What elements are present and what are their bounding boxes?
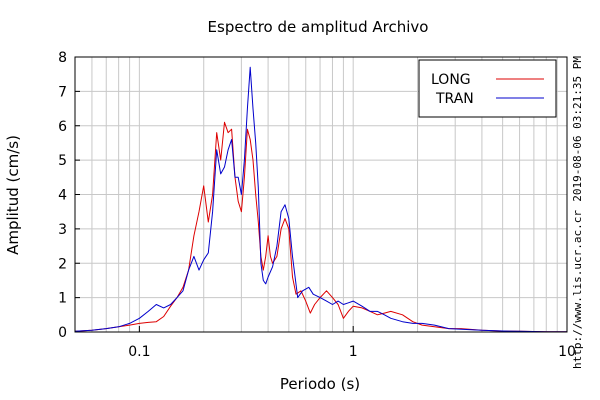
plot-series — [74, 66, 567, 333]
y-axis-title: Amplitud (cm/s) — [4, 135, 22, 255]
y-tick-label: 5 — [58, 153, 67, 169]
y-tick-label: 2 — [58, 256, 67, 272]
y-tick-label: 1 — [58, 291, 67, 307]
x-tick-label: 1 — [349, 344, 358, 360]
legend-label-long: LONG — [431, 72, 471, 88]
y-tick-label: 0 — [58, 325, 67, 341]
chart-title: Espectro de amplitud Archivo — [208, 18, 429, 36]
legend-box — [418, 59, 557, 118]
x-axis-title: Periodo (s) — [280, 375, 360, 393]
series-line-long — [74, 121, 567, 333]
y-tick-label: 3 — [58, 222, 67, 238]
url-annotation: http://www.lis.ucr.ac.cr — [571, 210, 584, 369]
legend: LONG TRAN — [418, 59, 557, 118]
legend-label-tran: TRAN — [435, 91, 474, 107]
y-tick-label: 6 — [58, 119, 67, 135]
x-tick-label: 10 — [558, 344, 576, 360]
y-tick-label: 4 — [58, 188, 67, 204]
series-line-tran — [74, 66, 567, 333]
x-tick-label: 0.1 — [128, 344, 150, 360]
y-tick-label: 8 — [58, 50, 67, 66]
x-axis-ticks: 0.1 1 10 — [128, 326, 576, 360]
y-axis-ticks: 0 1 2 3 4 5 6 7 8 — [58, 50, 80, 341]
y-tick-label: 7 — [58, 84, 67, 100]
timestamp-annotation: 2019-08-06 03:21:35 PM — [571, 56, 584, 202]
